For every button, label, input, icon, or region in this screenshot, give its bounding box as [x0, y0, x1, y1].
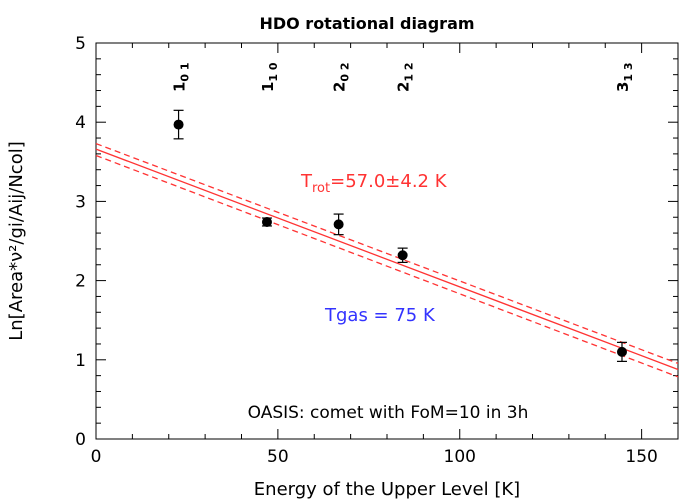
x-axis-ticks: 0 50 100 150 — [91, 43, 679, 467]
data-point — [173, 119, 184, 130]
level-label: 31 3 — [614, 62, 635, 92]
y-axis-ticks: 0 1 2 3 4 5 — [75, 34, 678, 450]
level-label: 10 1 — [171, 62, 192, 92]
y-tick-label: 1 — [75, 351, 86, 371]
level-label-main: 1 — [171, 82, 189, 92]
plot-frame — [95, 42, 679, 440]
y-tick-label: 3 — [75, 192, 86, 212]
y-tick-label: 4 — [75, 113, 86, 133]
x-tick-label: 100 — [444, 447, 476, 467]
level-label-main: 2 — [331, 82, 349, 92]
fit-lines — [95, 142, 679, 378]
level-label-sub: 0 1 — [179, 62, 192, 81]
y-tick-label: 2 — [75, 272, 86, 292]
level-label-main: 3 — [614, 82, 632, 92]
level-label-main: 2 — [395, 82, 413, 92]
level-label: 21 2 — [395, 62, 416, 92]
fit-line — [95, 148, 679, 371]
fit-upper-bound — [95, 142, 679, 365]
y-tick-label: 0 — [75, 430, 86, 450]
data-point — [397, 250, 408, 261]
y-tick-label: 5 — [75, 34, 86, 54]
data-point — [333, 219, 344, 230]
y-axis-title: Ln[Area*ν²/gi/Aij/Ncol] — [6, 141, 27, 341]
level-label-main: 1 — [259, 82, 277, 92]
fit-lower-bound — [95, 154, 679, 378]
level-label-sub: 0 2 — [339, 62, 352, 81]
x-tick-label: 150 — [625, 447, 657, 467]
chart-title: HDO rotational diagram — [259, 14, 474, 33]
level-label-sub: 1 3 — [622, 62, 635, 81]
data-point — [261, 216, 272, 227]
trot-prefix: T — [300, 171, 313, 192]
trot-annotation: Trot=57.0±4.2 K — [300, 171, 448, 196]
oasis-annotation: OASIS: comet with FoM=10 in 3h — [248, 403, 529, 423]
data-points — [173, 119, 627, 357]
trot-value: =57.0±4.2 K — [330, 171, 448, 192]
level-label-sub: 1 0 — [267, 62, 280, 81]
x-tick-label: 50 — [267, 447, 289, 467]
level-labels: 10 111 020 221 231 3 — [171, 62, 635, 92]
tgas-annotation: Tgas = 75 K — [324, 305, 436, 326]
level-label: 20 2 — [331, 62, 352, 92]
trot-subscript: rot — [312, 181, 330, 196]
x-tick-label: 0 — [91, 447, 102, 467]
x-axis-title: Energy of the Upper Level [K] — [254, 479, 520, 500]
level-label-sub: 1 2 — [403, 62, 416, 81]
level-label: 11 0 — [259, 62, 280, 92]
data-point — [616, 346, 627, 357]
